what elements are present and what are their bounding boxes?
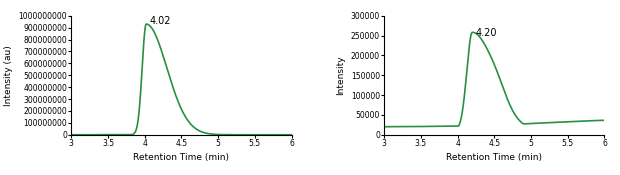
- Text: 4.02: 4.02: [150, 16, 171, 26]
- Y-axis label: Intensity (au): Intensity (au): [4, 45, 13, 106]
- Text: 4.20: 4.20: [476, 28, 497, 38]
- X-axis label: Retention Time (min): Retention Time (min): [133, 153, 229, 162]
- Y-axis label: Intensity: Intensity: [336, 55, 345, 95]
- X-axis label: Retention Time (min): Retention Time (min): [446, 153, 542, 162]
